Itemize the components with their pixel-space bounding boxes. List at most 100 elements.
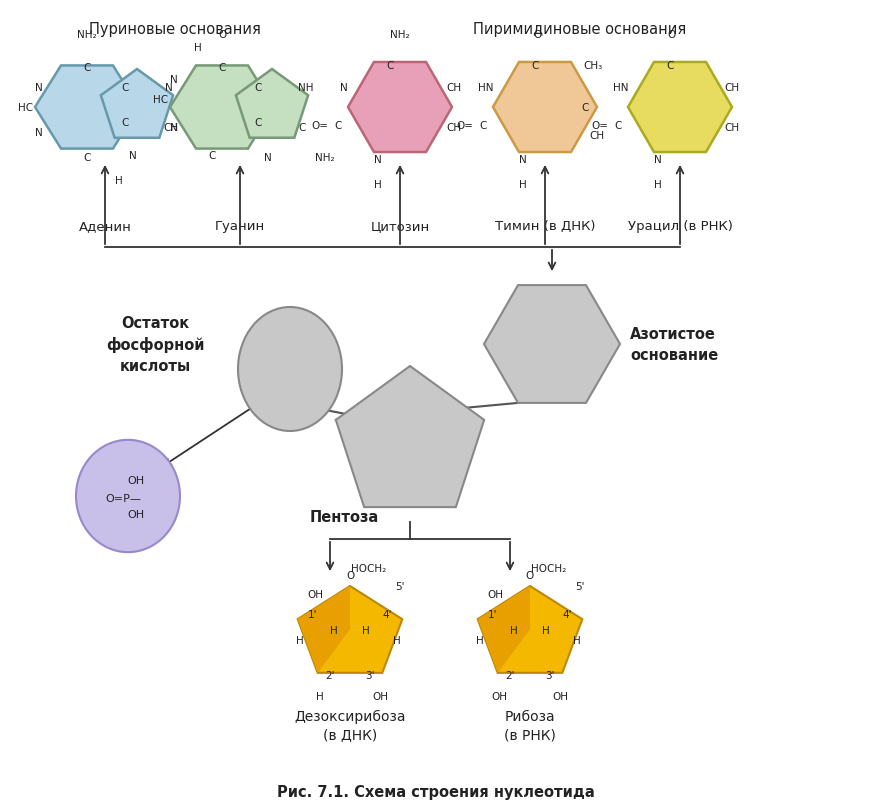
Text: CH: CH: [724, 123, 739, 133]
Text: H: H: [316, 691, 324, 701]
Text: HOCH₂: HOCH₂: [351, 564, 386, 573]
Text: H: H: [330, 626, 337, 635]
Text: Пуриновые основания: Пуриновые основания: [89, 22, 261, 37]
Text: CH: CH: [724, 83, 739, 93]
Text: 1': 1': [308, 610, 317, 619]
Text: 2': 2': [506, 670, 515, 680]
Text: N: N: [170, 75, 178, 85]
Polygon shape: [478, 586, 582, 673]
Text: N: N: [129, 151, 137, 160]
Text: Дезоксирибоза
(в ДНК): Дезоксирибоза (в ДНК): [294, 709, 405, 742]
Text: Тимин (в ДНК): Тимин (в ДНК): [494, 220, 596, 233]
Text: H: H: [542, 626, 550, 635]
Text: OH: OH: [127, 476, 145, 485]
Text: 5': 5': [576, 581, 585, 591]
Text: H: H: [362, 626, 370, 635]
Text: C: C: [208, 151, 215, 160]
Text: N: N: [35, 128, 43, 138]
Text: H: H: [374, 180, 382, 190]
Text: C: C: [121, 83, 129, 93]
Text: Гуанин: Гуанин: [215, 220, 265, 233]
Text: OH: OH: [552, 691, 569, 701]
Text: O: O: [218, 30, 226, 40]
Text: OH: OH: [492, 691, 508, 701]
Text: HN: HN: [478, 83, 493, 93]
Text: N: N: [165, 83, 173, 93]
Text: CH: CH: [589, 131, 604, 141]
Text: HN: HN: [612, 83, 628, 93]
Text: Урацил (в РНК): Урацил (в РНК): [628, 220, 732, 233]
Text: C: C: [335, 121, 342, 131]
Text: 4': 4': [562, 610, 572, 619]
Text: H: H: [393, 635, 401, 646]
Text: HC: HC: [153, 95, 168, 105]
Text: C: C: [531, 61, 539, 71]
Text: C: C: [84, 63, 91, 73]
Text: N: N: [374, 155, 382, 164]
Polygon shape: [348, 63, 452, 153]
Text: CH: CH: [163, 123, 178, 133]
Text: HC: HC: [17, 103, 33, 113]
Ellipse shape: [76, 440, 180, 553]
Polygon shape: [336, 367, 484, 508]
Text: C: C: [480, 121, 487, 131]
Text: N: N: [264, 153, 272, 163]
Text: C: C: [615, 121, 622, 131]
Text: O=P—: O=P—: [105, 493, 141, 504]
Text: Рибоза
(в РНК): Рибоза (в РНК): [504, 709, 556, 742]
Text: O=: O=: [456, 121, 473, 131]
Text: O: O: [346, 570, 354, 581]
Text: Азотистое
основание: Азотистое основание: [630, 326, 719, 363]
Text: H: H: [476, 635, 484, 646]
Text: N: N: [35, 83, 43, 93]
Text: N: N: [340, 83, 348, 93]
Text: H: H: [510, 626, 518, 635]
Polygon shape: [235, 70, 308, 139]
Text: Цитозин: Цитозин: [371, 220, 430, 233]
Polygon shape: [297, 586, 402, 673]
Text: H: H: [115, 176, 123, 186]
Text: Пентоза: Пентоза: [310, 509, 379, 525]
Text: C: C: [666, 61, 674, 71]
Text: NH₂: NH₂: [390, 30, 410, 40]
Text: N: N: [654, 155, 662, 164]
Text: OH: OH: [372, 691, 388, 701]
Text: Аденин: Аденин: [78, 220, 132, 233]
Text: H: H: [519, 180, 527, 190]
Text: OH: OH: [127, 509, 145, 520]
Text: C: C: [386, 61, 393, 71]
Text: NH₂: NH₂: [315, 153, 335, 163]
Text: H: H: [574, 635, 581, 646]
Text: 2': 2': [325, 670, 335, 680]
Polygon shape: [297, 586, 350, 673]
Text: 3': 3': [364, 670, 374, 680]
Text: O=: O=: [311, 121, 328, 131]
Polygon shape: [478, 586, 530, 673]
Text: C: C: [255, 118, 262, 128]
Text: C: C: [255, 83, 262, 93]
Text: 5': 5': [396, 581, 405, 591]
Polygon shape: [170, 67, 274, 149]
Text: 1': 1': [487, 610, 497, 619]
Text: Рис. 7.1. Схема строения нуклеотида: Рис. 7.1. Схема строения нуклеотида: [277, 784, 595, 799]
Text: CH: CH: [446, 123, 461, 133]
Text: 3': 3': [545, 670, 555, 680]
Text: Пиримидиновые основания: Пиримидиновые основания: [473, 22, 686, 37]
Text: Остаток
фосфорной
кислоты: Остаток фосфорной кислоты: [106, 315, 204, 374]
Text: O: O: [668, 30, 676, 40]
Text: C: C: [581, 103, 589, 113]
Polygon shape: [484, 286, 620, 403]
Polygon shape: [493, 63, 597, 153]
Text: HOCH₂: HOCH₂: [531, 564, 566, 573]
Text: NH: NH: [298, 83, 314, 93]
Text: H: H: [654, 180, 662, 190]
Text: 4': 4': [383, 610, 392, 619]
Ellipse shape: [238, 308, 342, 431]
Text: N: N: [519, 155, 527, 164]
Text: C: C: [218, 63, 226, 73]
Text: C: C: [84, 153, 91, 163]
Text: CH₃: CH₃: [583, 61, 603, 71]
Text: C: C: [298, 123, 305, 133]
Text: CH: CH: [446, 83, 461, 93]
Text: H: H: [296, 635, 303, 646]
